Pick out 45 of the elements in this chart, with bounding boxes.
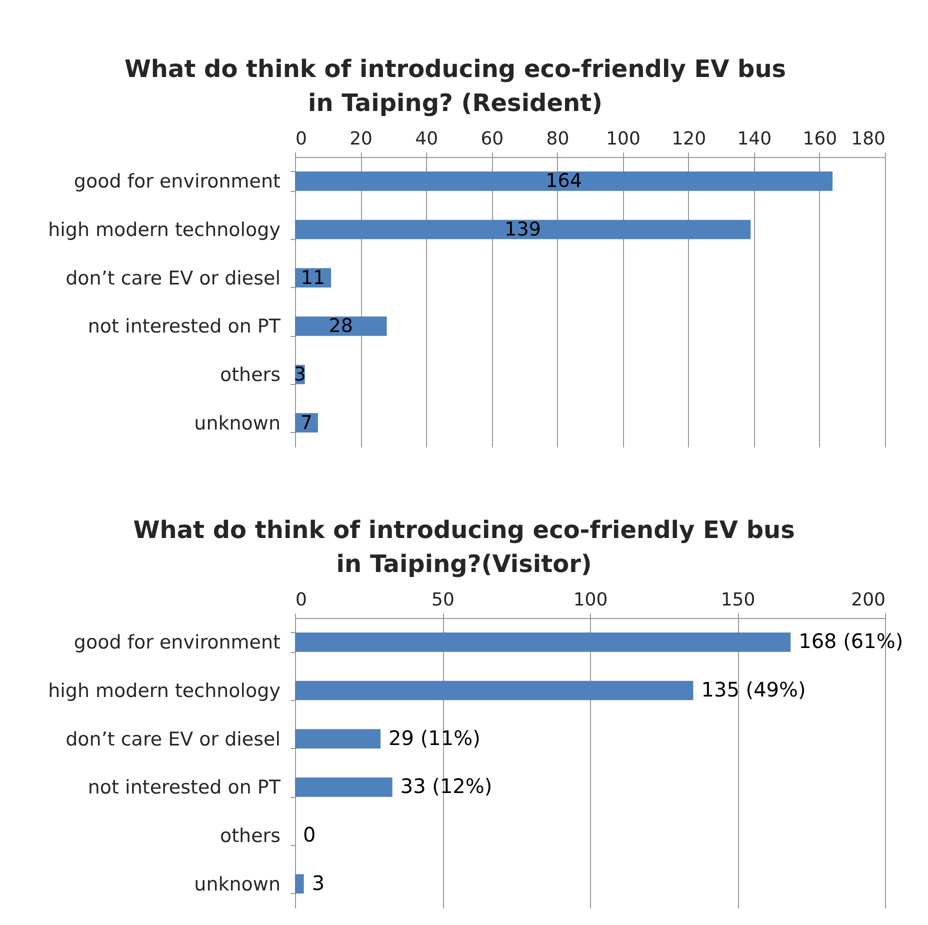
bar [295, 413, 318, 432]
data-label: 33 (12%) [400, 774, 492, 798]
chart-title: What do think of introducing eco-friendly EV bus in Taiping? (Resident) [124, 55, 786, 117]
data-label: 7 [300, 412, 313, 434]
x-tick-label: 80 [546, 128, 570, 150]
x-tick-label: 40 [415, 128, 438, 150]
data-label: 135 (49%) [701, 678, 806, 702]
data-label: 168 (61%) [798, 629, 904, 654]
y-tick-label: others [220, 825, 280, 847]
y-tick-label: unknown [194, 873, 280, 896]
data-label: 3 [294, 364, 306, 386]
y-tick-label: high modern technology [48, 219, 280, 241]
data-label: 139 [504, 218, 541, 240]
x-tick-label: 140 [737, 128, 772, 150]
data-label: 164 [546, 170, 582, 192]
y-tick-label: unknown [194, 412, 280, 434]
x-tick-label: 100 [573, 590, 608, 610]
data-label: 0 [303, 822, 316, 846]
y-tick-label: good for environment [74, 170, 280, 193]
y-tick-label: don’t care EV or diesel [66, 728, 280, 750]
y-tick-label: not interested on PT [88, 316, 281, 338]
data-label: 11 [300, 266, 326, 289]
y-tick-label: don’t care EV or diesel [66, 267, 280, 290]
x-tick-label: 0 [296, 590, 307, 610]
x-tick-label: 200 [851, 590, 886, 610]
x-tick-label: 100 [606, 128, 640, 150]
x-tick-label: 0 [296, 128, 307, 150]
data-label: 29 (11%) [388, 726, 480, 750]
x-tick-label: 50 [432, 590, 454, 610]
y-tick-label: high modern technology [48, 680, 280, 702]
x-tick-label: 120 [672, 128, 706, 150]
x-tick-label: 180 [851, 128, 886, 150]
y-tick-label: not interested on PT [88, 776, 281, 799]
x-tick-label: 60 [480, 128, 504, 150]
bar [295, 220, 751, 240]
chart-title: What do think of introducing eco-friendly EV bus in Taiping?(Visitor) [133, 516, 795, 578]
y-tick-label: good for environment [74, 632, 280, 654]
y-tick-label: others [220, 364, 280, 386]
bar [295, 172, 833, 191]
data-label: 28 [328, 315, 353, 338]
x-tick-label: 20 [350, 128, 373, 150]
x-tick-label: 160 [802, 128, 838, 150]
bar [295, 316, 387, 336]
data-label: 3 [312, 870, 325, 895]
x-tick-label: 150 [720, 590, 756, 610]
